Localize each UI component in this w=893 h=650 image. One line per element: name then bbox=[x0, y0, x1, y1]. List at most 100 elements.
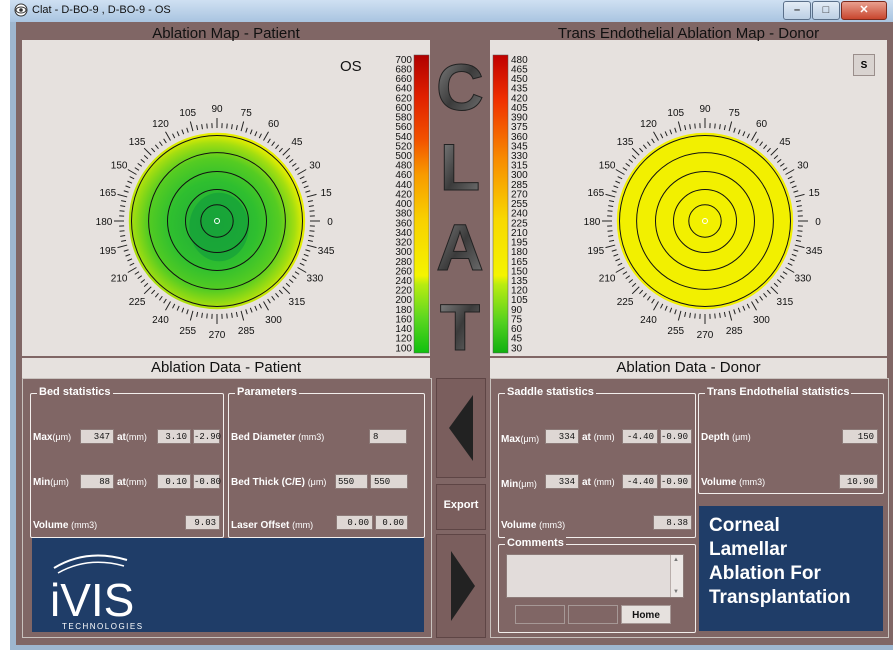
arrow-right-icon bbox=[451, 551, 475, 621]
donor-tick bbox=[689, 312, 691, 318]
donor-tick bbox=[677, 310, 682, 321]
patient-tick bbox=[288, 158, 294, 163]
patient-tick bbox=[226, 313, 228, 319]
banner-line-3: Ablation For bbox=[709, 563, 821, 584]
patient-angle-label-330: 330 bbox=[307, 274, 324, 285]
patient-tick bbox=[299, 176, 305, 180]
donor-scale-label-465: 465 bbox=[511, 64, 528, 75]
patient-tick bbox=[154, 144, 159, 150]
patient-tick bbox=[201, 312, 203, 318]
patient-tick bbox=[267, 298, 271, 304]
donor-tick bbox=[617, 176, 623, 180]
saddle-volume-label: Volume (mm3) bbox=[501, 520, 566, 531]
donor-tick bbox=[631, 286, 640, 295]
export-label: Export bbox=[443, 499, 479, 511]
s-button[interactable]: S bbox=[853, 54, 875, 76]
home-button[interactable]: Home bbox=[621, 605, 671, 624]
minimize-button[interactable]: – bbox=[783, 1, 811, 20]
donor-scale-label-255: 255 bbox=[511, 199, 528, 210]
donor-tick bbox=[639, 147, 644, 153]
donor-tick bbox=[689, 124, 691, 130]
donor-tick bbox=[660, 133, 664, 139]
patient-tick bbox=[123, 249, 129, 252]
patient-tick bbox=[249, 307, 253, 313]
laser-offset-x-input[interactable]: 0.00 bbox=[336, 515, 373, 530]
bed-thick-label: Bed Thick (C/E) (μm) bbox=[231, 477, 327, 488]
donor-tick bbox=[653, 131, 659, 141]
donor-angle-label-285: 285 bbox=[726, 326, 743, 337]
donor-color-scale-bar bbox=[492, 54, 509, 354]
patient-angle-label-30: 30 bbox=[309, 161, 321, 172]
bed-max-label: Max(μm) bbox=[33, 432, 72, 443]
comments-textarea[interactable]: ▲ ▼ bbox=[506, 554, 684, 598]
patient-tick bbox=[309, 210, 315, 212]
donor-angle-label-300: 300 bbox=[753, 315, 770, 326]
patient-scale-label-380: 380 bbox=[395, 209, 412, 220]
next-button[interactable] bbox=[436, 534, 486, 638]
patient-tick bbox=[305, 249, 311, 252]
patient-tick bbox=[186, 309, 189, 315]
donor-tick bbox=[728, 121, 733, 132]
donor-scale-label-375: 375 bbox=[511, 122, 528, 133]
donor-scale-label-210: 210 bbox=[511, 228, 528, 239]
patient-ring-3 bbox=[167, 171, 267, 271]
patient-tick bbox=[127, 258, 133, 262]
donor-angle-label-315: 315 bbox=[777, 297, 794, 308]
patient-tick bbox=[143, 282, 149, 287]
donor-tick bbox=[773, 155, 779, 160]
clat-logo: C L A T bbox=[436, 50, 485, 365]
scroll-up-icon[interactable]: ▲ bbox=[673, 557, 679, 563]
eye-app-icon bbox=[14, 3, 28, 17]
patient-tick bbox=[307, 239, 313, 242]
close-button[interactable]: ✕ bbox=[841, 1, 887, 20]
bed-min-at-label: at(mm) bbox=[117, 477, 147, 488]
patient-tick bbox=[308, 205, 314, 207]
donor-tick bbox=[646, 141, 651, 147]
patient-tick bbox=[240, 310, 245, 321]
donor-scale-label-420: 420 bbox=[511, 93, 528, 104]
patient-tick bbox=[245, 309, 248, 315]
donor-data-heading-bar: Ablation Data - Donor bbox=[490, 358, 887, 378]
bed-diameter-input[interactable]: 8 bbox=[369, 429, 407, 444]
donor-ring-3 bbox=[655, 171, 755, 271]
patient-tick bbox=[125, 253, 131, 257]
patient-tick bbox=[235, 311, 238, 317]
comments-scrollbar[interactable]: ▲ ▼ bbox=[670, 555, 683, 597]
donor-data-heading: Ablation Data - Donor bbox=[616, 359, 761, 376]
donor-tick bbox=[622, 167, 628, 171]
patient-scale-label-660: 660 bbox=[395, 74, 412, 85]
scroll-down-icon[interactable]: ▼ bbox=[673, 589, 679, 595]
patient-tick bbox=[258, 303, 262, 309]
patient-center-marker bbox=[214, 218, 220, 224]
patient-angle-label-195: 195 bbox=[100, 246, 117, 257]
patient-tick bbox=[254, 131, 258, 137]
laser-offset-y-input[interactable]: 0.00 bbox=[375, 515, 408, 530]
patient-angle-label-15: 15 bbox=[321, 188, 333, 199]
previous-button[interactable] bbox=[436, 378, 486, 478]
donor-tick bbox=[795, 239, 801, 242]
patient-tick bbox=[303, 185, 309, 189]
clat-letter-t: T bbox=[440, 290, 480, 356]
patient-scale-label-580: 580 bbox=[395, 113, 412, 124]
export-button[interactable]: Export bbox=[436, 484, 486, 530]
bed-thick-e-input[interactable]: 550 bbox=[370, 474, 408, 489]
donor-scale-label-405: 405 bbox=[511, 103, 528, 114]
donor-tick bbox=[785, 169, 795, 175]
patient-tick bbox=[306, 193, 317, 198]
donor-tick bbox=[759, 141, 764, 147]
comment-action-button-1[interactable] bbox=[515, 605, 565, 624]
patient-tick bbox=[226, 123, 228, 129]
patient-tick bbox=[285, 282, 291, 287]
maximize-button[interactable]: □ bbox=[812, 1, 840, 20]
bed-thick-c-input[interactable]: 550 bbox=[335, 474, 368, 489]
patient-tick bbox=[189, 310, 194, 321]
bed-max-value: 347 bbox=[80, 429, 114, 444]
patient-tick bbox=[181, 307, 185, 313]
donor-scale-label-135: 135 bbox=[511, 276, 528, 287]
patient-scale-label-520: 520 bbox=[395, 141, 412, 152]
donor-scale-label-150: 150 bbox=[511, 266, 528, 277]
patient-tick bbox=[137, 275, 143, 280]
donor-tick bbox=[797, 210, 803, 212]
patient-angle-label-105: 105 bbox=[179, 108, 196, 119]
comment-action-button-2[interactable] bbox=[568, 605, 618, 624]
